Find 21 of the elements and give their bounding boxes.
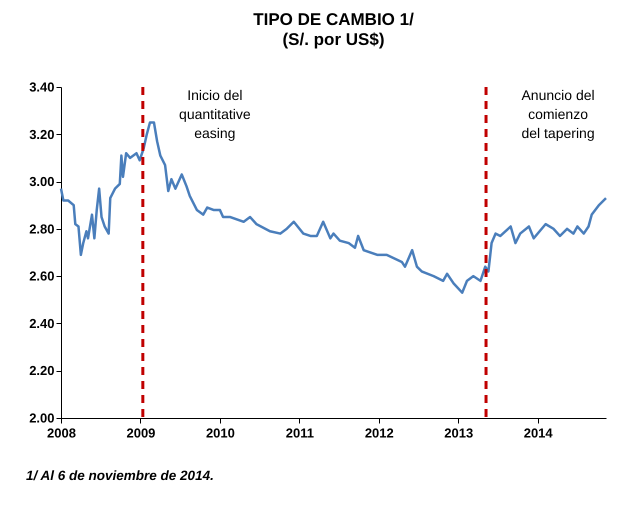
ref-line-label: Anuncio del comienzo del tapering: [521, 87, 595, 141]
x-tick-label: 2009: [126, 426, 156, 440]
line-series: [60, 121, 608, 294]
text: 1/ Al 6 de noviembre de 2014.: [26, 468, 214, 483]
x-tick-label: 2013: [444, 426, 474, 440]
ref-line-label: Inicio del quantitative easing: [179, 87, 251, 141]
chart-title: TIPO DE CAMBIO 1/: [253, 10, 414, 29]
x-tick-label: 2008: [47, 426, 76, 440]
y-tick-label: 2.40: [29, 316, 54, 331]
y-tick-label: 2.00: [29, 410, 54, 426]
x-tick-label: 2011: [286, 426, 314, 440]
y-tick-label: 2.20: [29, 363, 54, 378]
x-tick-label: 2012: [364, 426, 394, 440]
y-tick-label: 3.00: [29, 174, 54, 190]
x-tick-label: 2010: [206, 426, 235, 440]
y-tick-label: 2.60: [29, 268, 54, 284]
y-tick-label: 3.40: [29, 80, 54, 94]
y-tick-label: 2.80: [29, 221, 54, 236]
x-tick-label: 2014: [524, 426, 554, 440]
y-tick-label: 3.20: [29, 126, 54, 142]
chart-subtitle: (S/. por US$): [282, 30, 385, 49]
